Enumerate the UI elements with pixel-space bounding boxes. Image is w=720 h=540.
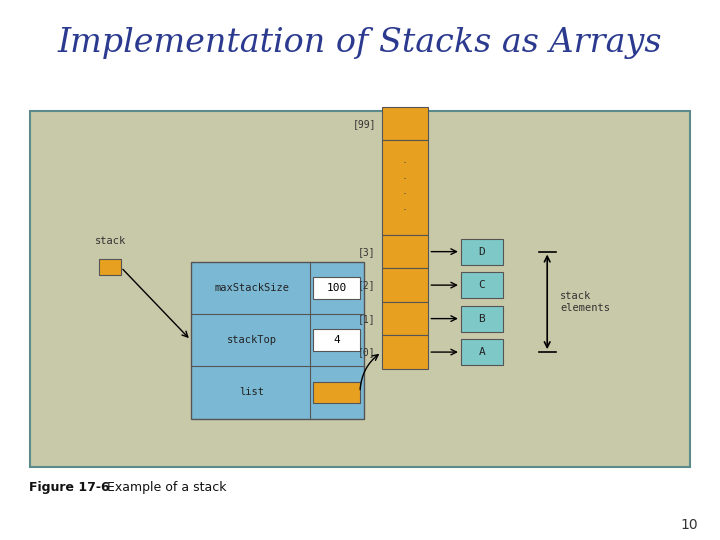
Bar	[313, 382, 360, 403]
Text: B: B	[478, 314, 485, 323]
Bar	[461, 306, 503, 332]
Bar	[461, 339, 503, 365]
Text: list: list	[240, 387, 264, 397]
Text: A: A	[478, 347, 485, 357]
Text: maxStackSize: maxStackSize	[215, 283, 289, 293]
Text: stackTop: stackTop	[227, 335, 277, 345]
Bar	[313, 329, 360, 351]
Text: Example of a stack: Example of a stack	[107, 481, 226, 494]
Bar	[461, 239, 503, 265]
Bar	[382, 302, 428, 335]
Text: 4: 4	[333, 335, 340, 345]
Bar	[99, 259, 121, 275]
Text: [1]: [1]	[359, 314, 376, 323]
Text: 10: 10	[681, 518, 698, 532]
Bar	[191, 262, 364, 418]
Bar	[461, 272, 503, 298]
Text: D: D	[478, 247, 485, 256]
Text: Figure 17-6: Figure 17-6	[29, 481, 114, 494]
Bar	[382, 140, 428, 235]
Bar	[313, 277, 360, 299]
Text: [99]: [99]	[352, 119, 376, 129]
Text: 100: 100	[326, 283, 347, 293]
Text: [2]: [2]	[359, 280, 376, 290]
Text: Implementation of Stacks as Arrays: Implementation of Stacks as Arrays	[58, 27, 662, 59]
Text: .: .	[403, 184, 407, 197]
Bar	[382, 107, 428, 140]
Text: [3]: [3]	[359, 247, 376, 256]
Text: stack
elements: stack elements	[560, 291, 610, 313]
Text: .: .	[403, 169, 407, 182]
Bar	[30, 111, 690, 467]
Text: [0]: [0]	[359, 347, 376, 357]
Text: .: .	[403, 153, 407, 166]
Text: stack: stack	[94, 235, 126, 246]
Bar	[382, 235, 428, 268]
Text: .: .	[403, 200, 407, 213]
Text: C: C	[478, 280, 485, 290]
Bar	[382, 335, 428, 369]
Bar	[382, 268, 428, 302]
